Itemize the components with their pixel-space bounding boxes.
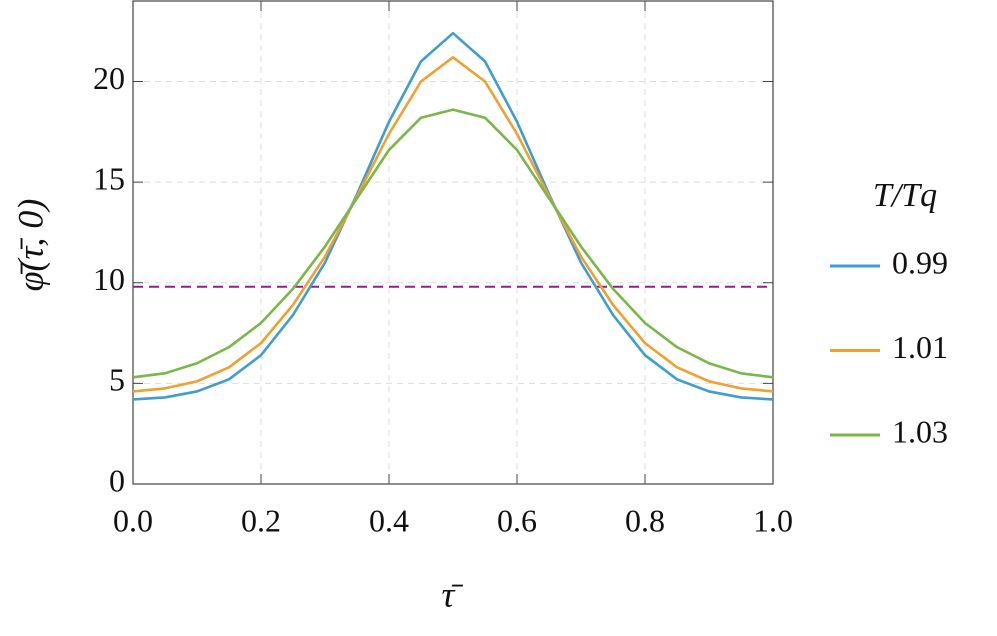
y-tick-label: 15 bbox=[93, 160, 125, 196]
x-tick-label: 0.4 bbox=[369, 502, 409, 538]
x-tick-label: 0.2 bbox=[241, 502, 281, 538]
plot-frame bbox=[132, 0, 774, 485]
y-tick-label: 0 bbox=[109, 462, 125, 498]
x-tick-label: 1.0 bbox=[753, 502, 793, 538]
series-line bbox=[132, 56, 774, 393]
x-axis-label: τ̄ bbox=[442, 574, 464, 614]
x-tick-label: 0.0 bbox=[113, 502, 153, 538]
x-tick-label: 0.8 bbox=[625, 502, 665, 538]
y-axis-label: φ̄(τ̄, 0) bbox=[10, 199, 50, 292]
series-line bbox=[132, 108, 774, 379]
legend-title: T/Tq bbox=[873, 177, 937, 214]
y-tick-label: 20 bbox=[93, 60, 125, 96]
legend-label: 1.01 bbox=[892, 329, 948, 365]
y-tick-label: 10 bbox=[93, 261, 125, 297]
series-line bbox=[132, 31, 774, 401]
legend-label: 0.99 bbox=[892, 244, 948, 280]
y-tick-label: 5 bbox=[109, 362, 125, 398]
legend-label: 1.03 bbox=[892, 413, 948, 449]
x-tick-label: 0.6 bbox=[497, 502, 537, 538]
